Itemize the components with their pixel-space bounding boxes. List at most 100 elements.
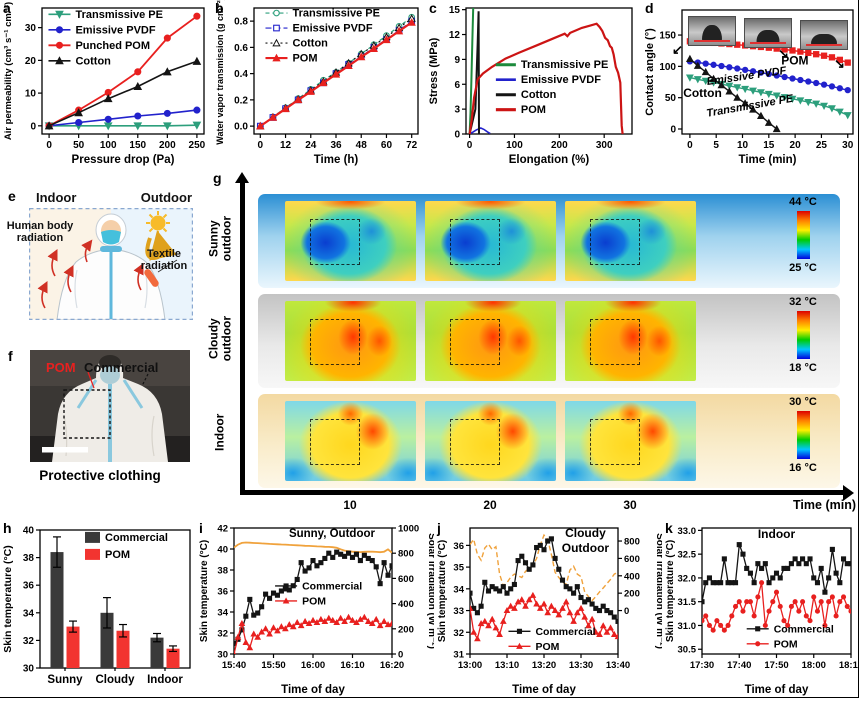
svg-text:32.0: 32.0	[678, 573, 697, 584]
thermal-row-sunny: 44 °C 25 °C	[258, 194, 840, 288]
svg-text:800: 800	[624, 537, 640, 548]
svg-text:Contact angle (°): Contact angle (°)	[644, 28, 656, 116]
chart-stress-strain: 0 100 200 300 0 3 6 9 12 15 Elongation (%) Stress (…	[428, 5, 633, 166]
svg-text:31.5: 31.5	[678, 597, 697, 608]
thermal-row-indoor: 30 °C 16 °C	[258, 394, 840, 488]
svg-text:34: 34	[453, 584, 464, 595]
svg-text:5: 5	[713, 140, 719, 151]
svg-text:POM: POM	[774, 638, 798, 650]
commercial-label: Commercial	[84, 360, 159, 375]
panel-k: k 17:30 17:40 17:50 18:00 18:10 30.5 31.0 31.5 3…	[662, 520, 859, 698]
svg-text:32.5: 32.5	[678, 550, 697, 561]
colorbar-gradient	[796, 411, 810, 459]
svg-text:Transmissive PE: Transmissive PE	[292, 8, 379, 20]
thermal-image	[285, 401, 416, 481]
row-label-sunny-outdoor: Sunny outdoor	[206, 215, 233, 262]
svg-text:Time of day: Time of day	[281, 684, 345, 696]
colorbar-min-label: 16 °C	[789, 462, 817, 474]
svg-text:1000: 1000	[398, 524, 419, 535]
sun-icon	[146, 211, 170, 235]
svg-text:0: 0	[687, 140, 693, 151]
svg-text:35: 35	[453, 563, 464, 574]
arrow-down-right-icon: ↘	[778, 46, 789, 61]
colorbar-max-label: 44 °C	[789, 196, 817, 208]
panel-c: c 0 100 200 300 0 3 6 9 12 15 Elongation (%) Stress…	[426, 0, 642, 168]
pom-patch-outline	[63, 389, 111, 439]
svg-text:24: 24	[305, 140, 317, 151]
commercial-pointer	[141, 373, 149, 387]
svg-text:36: 36	[23, 581, 35, 592]
svg-text:33: 33	[453, 606, 464, 617]
svg-text:Stress (MPa): Stress (MPa)	[428, 37, 440, 104]
svg-text:Water vapor transmission (g cm: Water vapor transmission (g cm⁻²)	[215, 0, 225, 145]
svg-text:32: 32	[453, 628, 464, 639]
droplet-photo-inset	[744, 18, 792, 48]
svg-text:Solar irradiation (W m⁻²): Solar irradiation (W m⁻²)	[426, 533, 434, 649]
face-mask	[101, 230, 121, 245]
svg-text:31.0: 31.0	[678, 621, 697, 632]
reflection-arrow-icon	[145, 230, 177, 261]
panel-label-g: g	[213, 170, 222, 186]
indoor-outdoor-schematic	[29, 208, 193, 320]
svg-text:33.0: 33.0	[678, 526, 697, 537]
svg-text:40: 40	[217, 545, 228, 556]
svg-text:200: 200	[398, 624, 414, 635]
time-tick-30: 30	[623, 498, 637, 512]
svg-text:16:00: 16:00	[301, 660, 325, 671]
svg-text:Cloudy: Cloudy	[565, 526, 606, 540]
svg-text:18:10: 18:10	[839, 660, 859, 671]
thermal-image	[285, 301, 416, 381]
svg-text:Emissive PVDF: Emissive PVDF	[75, 24, 155, 36]
colorbar-min-label: 18 °C	[789, 362, 817, 374]
svg-text:Commercial: Commercial	[774, 623, 834, 635]
radiation-arrow	[81, 239, 93, 263]
svg-text:50: 50	[73, 140, 85, 151]
svg-text:50: 50	[665, 93, 677, 104]
water-droplet-icon	[702, 25, 722, 41]
svg-text:POM: POM	[292, 53, 317, 65]
svg-text:18:00: 18:00	[802, 660, 826, 671]
svg-text:16:10: 16:10	[340, 660, 364, 671]
svg-text:12: 12	[449, 30, 461, 41]
svg-text:Time (min): Time (min)	[739, 154, 797, 166]
svg-text:13:10: 13:10	[495, 660, 519, 671]
svg-text:30.5: 30.5	[678, 645, 697, 656]
face-mask	[100, 366, 120, 384]
colorbar-max-label: 30 °C	[789, 396, 817, 408]
svg-text:0.4: 0.4	[234, 69, 248, 80]
protective-clothing-photo	[30, 350, 190, 462]
svg-text:13:00: 13:00	[458, 660, 482, 671]
pom-region-outline	[449, 418, 501, 465]
svg-text:13:40: 13:40	[606, 660, 630, 671]
thermal-image	[565, 301, 696, 381]
svg-text:9: 9	[454, 55, 460, 66]
svg-text:POM: POM	[535, 641, 559, 653]
outdoor-label: Outdoor	[140, 190, 192, 205]
pom-pointer	[87, 371, 95, 389]
svg-text:15: 15	[449, 5, 461, 16]
arrow-down-left-icon: ↙	[672, 42, 683, 57]
svg-text:0.0: 0.0	[234, 122, 248, 133]
svg-text:Commercial: Commercial	[302, 580, 362, 592]
svg-text:17:50: 17:50	[764, 660, 788, 671]
panel-j: j 13:00 13:10 13:20 13:30 13:40 31 32 33 34 35 36 0…	[434, 520, 665, 698]
svg-text:25: 25	[816, 140, 828, 151]
svg-text:Skin temperature (°C): Skin temperature (°C)	[437, 540, 448, 642]
svg-text:40: 40	[23, 526, 35, 537]
svg-text:34: 34	[217, 608, 228, 619]
radiation-arrow	[133, 262, 144, 291]
svg-text:Indoor: Indoor	[147, 674, 183, 686]
svg-text:0: 0	[624, 606, 629, 617]
pom-region-outline	[449, 218, 501, 265]
panel-label-e: e	[8, 188, 16, 204]
photo-caption: Protective clothing	[39, 468, 161, 483]
svg-text:Cloudy: Cloudy	[96, 674, 136, 686]
textile-radiation-label: Textile radiation	[140, 248, 188, 273]
svg-text:42: 42	[217, 524, 228, 535]
svg-text:0: 0	[30, 121, 36, 132]
svg-text:0: 0	[670, 124, 676, 135]
svg-text:Cotton: Cotton	[292, 38, 328, 50]
svg-text:72: 72	[406, 140, 418, 151]
temperature-colorbar: 30 °C 16 °C	[774, 396, 832, 474]
human-body-radiation-label: Human body radiation	[6, 220, 74, 245]
